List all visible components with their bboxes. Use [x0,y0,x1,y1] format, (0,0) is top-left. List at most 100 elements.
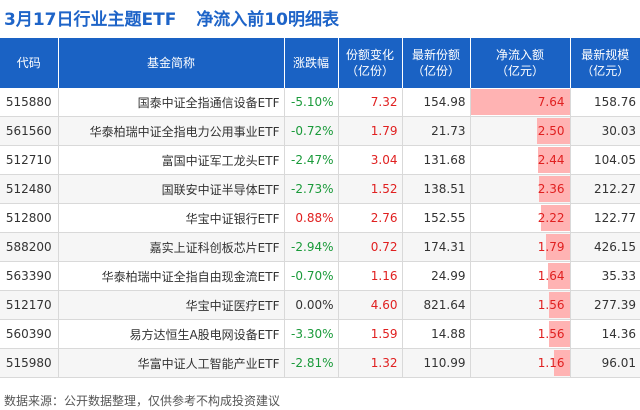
cell-share-change: 1.16 [338,261,403,291]
net-inflow-bar [549,321,570,347]
cell-change: -5.10% [284,88,339,117]
cell-share-change: 1.59 [338,319,403,349]
cell-code: 512800 [0,203,59,233]
cell-scale: 30.03 [570,116,640,146]
net-inflow-bar [548,263,570,289]
cell-change: -2.47% [284,145,339,175]
cell-fund-name: 华宝中证医疗ETF [58,290,285,320]
cell-share-change: 1.52 [338,174,403,204]
cell-scale: 122.77 [570,203,640,233]
cell-fund-name: 国联安中证半导体ETF [58,174,285,204]
cell-fund-name: 易方达恒生A股电网设备ETF [58,319,285,349]
col-header-change: 涨跌幅 [284,38,339,88]
table-row: 515880 国泰中证全指通信设备ETF -5.10% 7.32 154.98 7.64 1… [0,88,640,117]
net-inflow-value: 7.64 [537,95,565,109]
net-inflow-value: 1.16 [537,356,565,370]
cell-net-inflow: 2.22 [470,203,571,233]
data-source-note: 数据来源：公开数据整理，仅供参考不构成投资建议 [4,394,281,408]
cell-scale: 35.33 [570,261,640,291]
cell-net-inflow: 7.64 [470,88,571,117]
net-inflow-bar [549,292,570,318]
net-inflow-value: 1.56 [537,298,565,312]
cell-code: 512480 [0,174,59,204]
cell-fund-name: 华泰柏瑞中证全指自由现金流ETF [58,261,285,291]
cell-fund-name: 华泰柏瑞中证全指电力公用事业ETF [58,116,285,146]
col-header-scale: 最新规模 （亿元） [570,38,640,88]
cell-scale: 158.76 [570,88,640,117]
cell-net-inflow: 1.56 [470,290,571,320]
cell-net-inflow: 1.79 [470,232,571,262]
cell-scale: 426.15 [570,232,640,262]
table-row: 512800 华宝中证银行ETF 0.88% 2.76 152.55 2.22 122.77 [0,203,640,233]
net-inflow-value: 2.36 [537,182,565,196]
cell-latest-share: 821.64 [402,290,471,320]
cell-fund-name: 华宝中证银行ETF [58,203,285,233]
col-header-code: 代码 [0,38,59,88]
title-row: 3月17日行业主题ETF 净流入前10明细表 [4,0,339,34]
cell-code: 563390 [0,261,59,291]
cell-net-inflow: 1.64 [470,261,571,291]
col-header-net-inflow: 净流入额 （亿元） [470,38,571,88]
table-header-row: 代码 基金简称 涨跌幅 份额变化 （亿份） 最新份额 （亿份） 净流入额 （亿元） 最… [0,38,640,88]
cell-latest-share: 152.55 [402,203,471,233]
cell-scale: 96.01 [570,348,640,378]
net-inflow-bar [554,350,570,376]
net-inflow-bar [537,147,570,173]
cell-code: 515980 [0,348,59,378]
cell-share-change: 7.32 [338,88,403,117]
cell-code: 512170 [0,290,59,320]
table-row: 512710 富国中证军工龙头ETF -2.47% 3.04 131.68 2.44 104… [0,145,640,175]
cell-scale: 212.27 [570,174,640,204]
table-row: 561560 华泰柏瑞中证全指电力公用事业ETF -0.72% 1.79 21.73 2.… [0,116,640,146]
cell-share-change: 4.60 [338,290,403,320]
page-subtitle: 净流入前10明细表 [196,9,339,30]
cell-fund-name: 华富中证人工智能产业ETF [58,348,285,378]
net-inflow-value: 1.56 [537,327,565,341]
cell-latest-share: 110.99 [402,348,471,378]
cell-code: 515880 [0,88,59,117]
cell-fund-name: 国泰中证全指通信设备ETF [58,88,285,117]
cell-latest-share: 24.99 [402,261,471,291]
net-inflow-bar [540,205,570,231]
cell-code: 512710 [0,145,59,175]
cell-scale: 104.05 [570,145,640,175]
table-row: 515980 华富中证人工智能产业ETF -2.81% 1.32 110.99 1.16 9… [0,348,640,378]
table-row: 512480 国联安中证半导体ETF -2.73% 1.52 138.51 2.36 212… [0,174,640,204]
cell-code: 588200 [0,232,59,262]
cell-fund-name: 富国中证军工龙头ETF [58,145,285,175]
cell-latest-share: 154.98 [402,88,471,117]
table-row: 512170 华宝中证医疗ETF 0.00% 4.60 821.64 1.56 277.39 [0,290,640,320]
cell-latest-share: 14.88 [402,319,471,349]
cell-share-change: 1.79 [338,116,403,146]
cell-code: 561560 [0,116,59,146]
net-inflow-value: 2.50 [537,124,565,138]
table-row: 588200 嘉实上证科创板芯片ETF -2.94% 0.72 174.31 1.79 42… [0,232,640,262]
cell-latest-share: 174.31 [402,232,471,262]
cell-latest-share: 138.51 [402,174,471,204]
table-row: 563390 华泰柏瑞中证全指自由现金流ETF -0.70% 1.16 24.99 1.6… [0,261,640,291]
net-inflow-value: 1.79 [537,240,565,254]
cell-change: -2.94% [284,232,339,262]
cell-fund-name: 嘉实上证科创板芯片ETF [58,232,285,262]
cell-change: 0.00% [284,290,339,320]
cell-net-inflow: 2.36 [470,174,571,204]
cell-latest-share: 131.68 [402,145,471,175]
net-inflow-bar [546,234,570,260]
cell-net-inflow: 2.50 [470,116,571,146]
cell-scale: 14.36 [570,319,640,349]
net-inflow-value: 1.64 [537,269,565,283]
cell-net-inflow: 1.16 [470,348,571,378]
cell-change: -0.70% [284,261,339,291]
cell-change: -2.81% [284,348,339,378]
cell-code: 560390 [0,319,59,349]
col-header-share-change: 份额变化 （亿份） [338,38,403,88]
cell-net-inflow: 1.56 [470,319,571,349]
cell-share-change: 0.72 [338,232,403,262]
cell-change: -3.30% [284,319,339,349]
net-inflow-bar [470,89,570,115]
net-inflow-value: 2.44 [537,153,565,167]
cell-share-change: 3.04 [338,145,403,175]
cell-scale: 277.39 [570,290,640,320]
etf-inflow-table: 代码 基金简称 涨跌幅 份额变化 （亿份） 最新份额 （亿份） 净流入额 （亿元） 最… [0,38,640,378]
cell-latest-share: 21.73 [402,116,471,146]
